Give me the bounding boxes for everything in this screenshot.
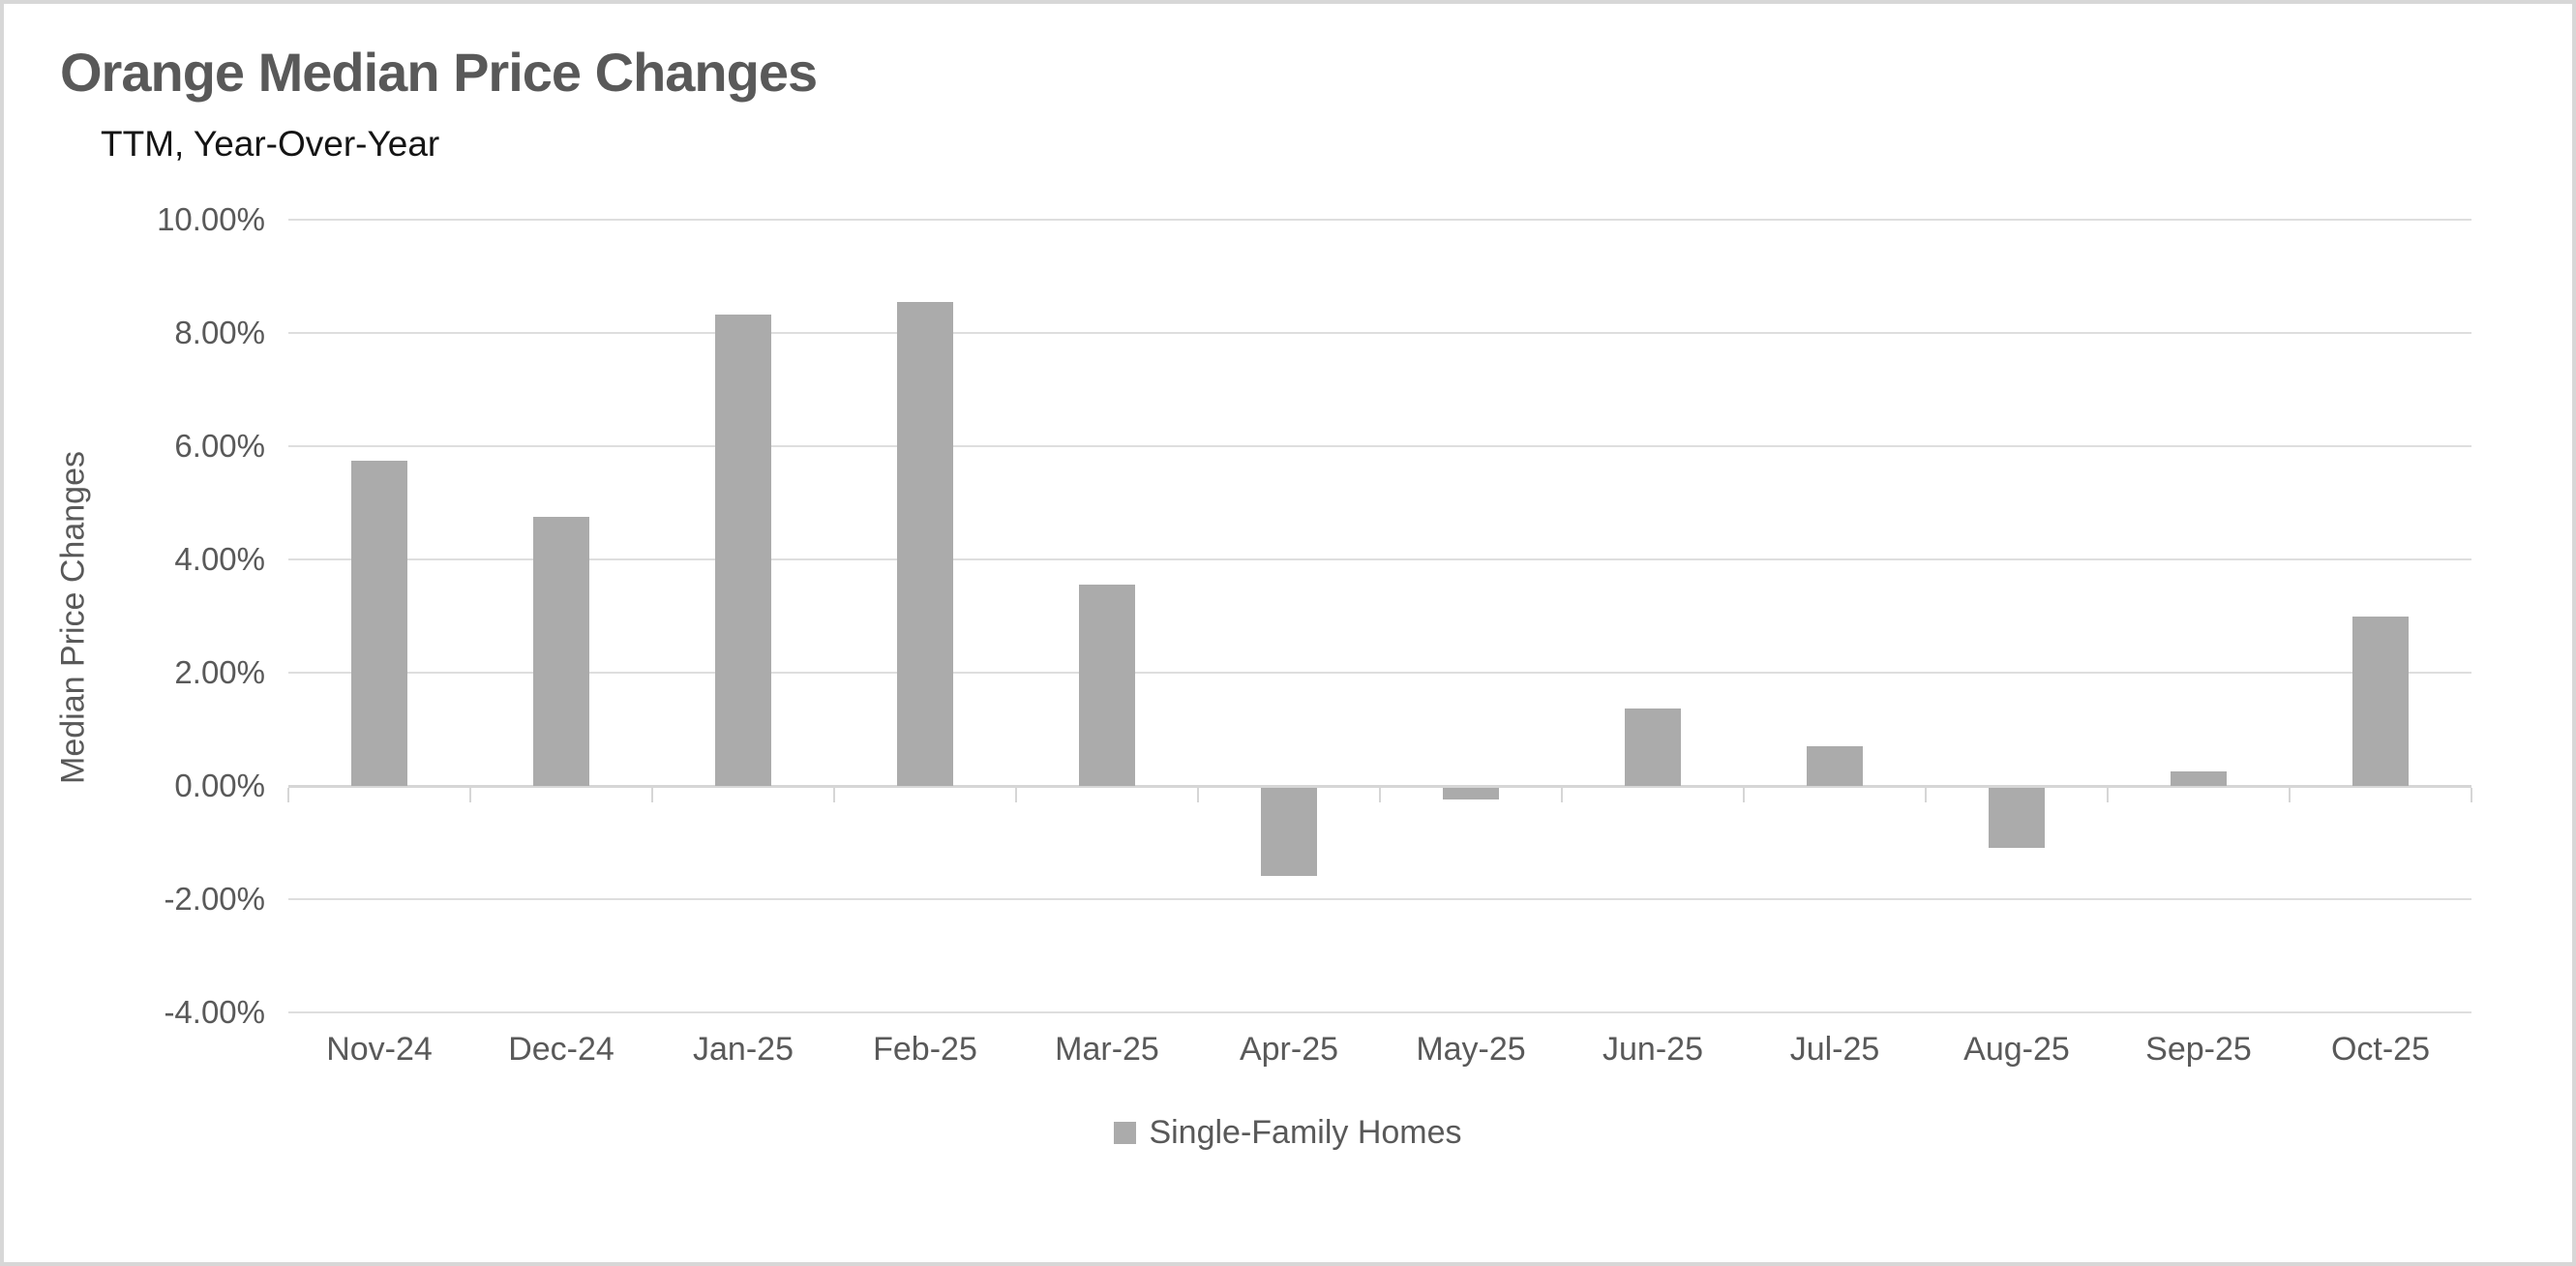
bar-feb-25 <box>897 301 953 786</box>
category-axis-tick <box>287 788 289 802</box>
bar-apr-25 <box>1261 788 1317 877</box>
category-axis-tick <box>1561 788 1563 802</box>
gridline <box>288 445 2471 447</box>
category-axis-tick <box>1379 788 1381 802</box>
y-axis-tick-label: 4.00% <box>174 541 265 577</box>
category-axis-tick <box>1743 788 1745 802</box>
x-axis-tick-label: Oct-25 <box>2330 1031 2431 1068</box>
category-axis-tick <box>2289 788 2291 802</box>
y-axis-title: Median Price Changes <box>54 451 92 784</box>
y-axis-tick-label: 2.00% <box>174 654 265 690</box>
bar-aug-25 <box>1989 788 2045 848</box>
bar-jun-25 <box>1625 708 1681 786</box>
x-axis-tick-label: Dec-24 <box>508 1031 614 1068</box>
y-axis-tick-label: -2.00% <box>164 881 265 917</box>
x-axis-tick-label: Sep-25 <box>2145 1031 2252 1068</box>
category-axis-tick <box>651 788 653 802</box>
category-axis-tick <box>2107 788 2109 802</box>
y-axis-tick-label: 6.00% <box>174 428 265 464</box>
x-axis-tick-label: Jan-25 <box>693 1031 794 1068</box>
category-axis-tick <box>1925 788 1927 802</box>
gridline <box>288 898 2471 900</box>
bar-mar-25 <box>1079 584 1135 786</box>
bar-jan-25 <box>715 315 771 786</box>
chart-title: Orange Median Price Changes <box>60 42 818 103</box>
category-axis-tick <box>469 788 471 802</box>
category-axis-tick <box>1197 788 1199 802</box>
y-axis-tick-label: 8.00% <box>174 315 265 350</box>
x-axis-tick-label: Jul-25 <box>1789 1031 1880 1068</box>
category-axis-tick <box>2471 788 2472 802</box>
x-axis-tick-label: Nov-24 <box>326 1031 433 1068</box>
bar-may-25 <box>1443 788 1499 799</box>
y-axis-tick-label: 0.00% <box>174 768 265 803</box>
bar-oct-25 <box>2352 616 2409 786</box>
x-axis-tick-label: Apr-25 <box>1239 1031 1339 1068</box>
y-axis-tick-label: 10.00% <box>157 201 265 237</box>
category-axis-tick <box>833 788 835 802</box>
x-axis-tick-label: Jun-25 <box>1603 1031 1703 1068</box>
bar-dec-24 <box>533 517 589 786</box>
legend-swatch-icon <box>1114 1121 1137 1144</box>
gridline <box>288 219 2471 221</box>
category-axis-tick <box>1015 788 1017 802</box>
gridline <box>288 558 2471 560</box>
bar-sep-25 <box>2171 771 2227 786</box>
bar-nov-24 <box>351 460 407 786</box>
chart-subtitle: TTM, Year-Over-Year <box>101 124 440 164</box>
zero-axis-line <box>288 785 2471 788</box>
legend-label: Single-Family Homes <box>1149 1114 1462 1151</box>
gridline <box>288 332 2471 334</box>
x-axis-tick-label: Aug-25 <box>1963 1031 2070 1068</box>
legend: Single-Family Homes <box>4 1113 2572 1152</box>
gridline <box>288 672 2471 674</box>
x-axis-tick-label: May-25 <box>1416 1031 1526 1068</box>
bar-jul-25 <box>1807 746 1863 786</box>
x-axis-tick-label: Mar-25 <box>1055 1031 1159 1068</box>
x-axis-tick-label: Feb-25 <box>873 1031 977 1068</box>
gridline <box>288 1011 2471 1013</box>
y-axis-tick-label: -4.00% <box>164 994 265 1030</box>
